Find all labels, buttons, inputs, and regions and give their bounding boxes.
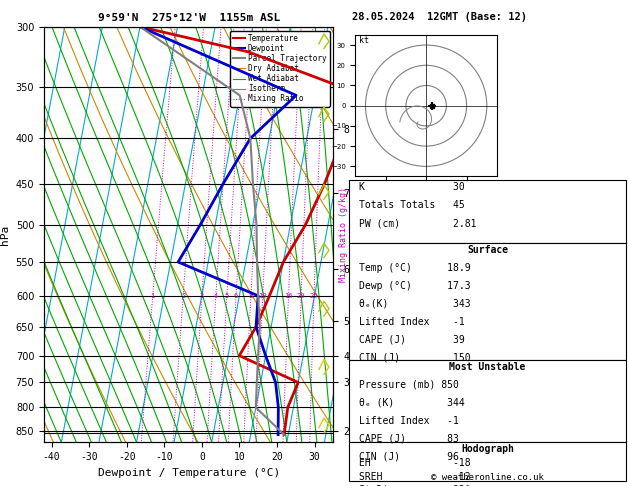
Text: 4: 4 — [214, 293, 218, 299]
Text: K               30: K 30 — [359, 182, 464, 192]
Text: CIN (J)         150: CIN (J) 150 — [359, 353, 470, 363]
Text: 2: 2 — [181, 293, 186, 299]
Text: EH              -18: EH -18 — [359, 458, 470, 468]
Text: SREH            -12: SREH -12 — [359, 471, 470, 482]
Text: LCL: LCL — [357, 429, 372, 438]
Text: θₑ (K)         344: θₑ (K) 344 — [359, 398, 464, 408]
Text: 1: 1 — [150, 293, 155, 299]
Text: kt: kt — [359, 36, 369, 45]
Text: Dewp (°C)      17.3: Dewp (°C) 17.3 — [359, 281, 470, 291]
Text: StmDir          93°: StmDir 93° — [359, 485, 470, 486]
Text: 8: 8 — [249, 293, 253, 299]
Text: Mixing Ratio (g/kg): Mixing Ratio (g/kg) — [339, 187, 348, 282]
Text: © weatheronline.co.uk: © weatheronline.co.uk — [431, 473, 544, 482]
Text: Hodograph: Hodograph — [461, 444, 514, 454]
Text: CIN (J)        96: CIN (J) 96 — [359, 451, 459, 462]
Text: Totals Totals   45: Totals Totals 45 — [359, 200, 464, 210]
Text: Lifted Index    -1: Lifted Index -1 — [359, 317, 464, 327]
X-axis label: Dewpoint / Temperature (°C): Dewpoint / Temperature (°C) — [97, 468, 280, 478]
Y-axis label: km
ASL: km ASL — [361, 235, 379, 256]
Legend: Temperature, Dewpoint, Parcel Trajectory, Dry Adiabat, Wet Adiabat, Isotherm, Mi: Temperature, Dewpoint, Parcel Trajectory… — [230, 31, 330, 106]
Text: Most Unstable: Most Unstable — [449, 362, 526, 372]
Text: Lifted Index   -1: Lifted Index -1 — [359, 416, 459, 426]
Text: 28.05.2024  12GMT (Base: 12): 28.05.2024 12GMT (Base: 12) — [352, 12, 527, 22]
Text: 5: 5 — [225, 293, 229, 299]
Text: Surface: Surface — [467, 245, 508, 255]
Text: 6: 6 — [234, 293, 238, 299]
Text: Temp (°C)      18.9: Temp (°C) 18.9 — [359, 263, 470, 273]
Title: 9°59'N  275°12'W  1155m ASL: 9°59'N 275°12'W 1155m ASL — [97, 13, 280, 23]
Text: CAPE (J)       83: CAPE (J) 83 — [359, 434, 459, 444]
Text: 3: 3 — [200, 293, 204, 299]
Text: CAPE (J)        39: CAPE (J) 39 — [359, 335, 464, 345]
Text: θₑ(K)           343: θₑ(K) 343 — [359, 299, 470, 309]
Text: Pressure (mb) 850: Pressure (mb) 850 — [359, 380, 459, 390]
Text: 20: 20 — [297, 293, 306, 299]
Text: PW (cm)         2.81: PW (cm) 2.81 — [359, 218, 476, 228]
Text: 25: 25 — [310, 293, 318, 299]
Text: 16: 16 — [284, 293, 292, 299]
Y-axis label: hPa: hPa — [0, 225, 10, 244]
Text: 10: 10 — [259, 293, 267, 299]
